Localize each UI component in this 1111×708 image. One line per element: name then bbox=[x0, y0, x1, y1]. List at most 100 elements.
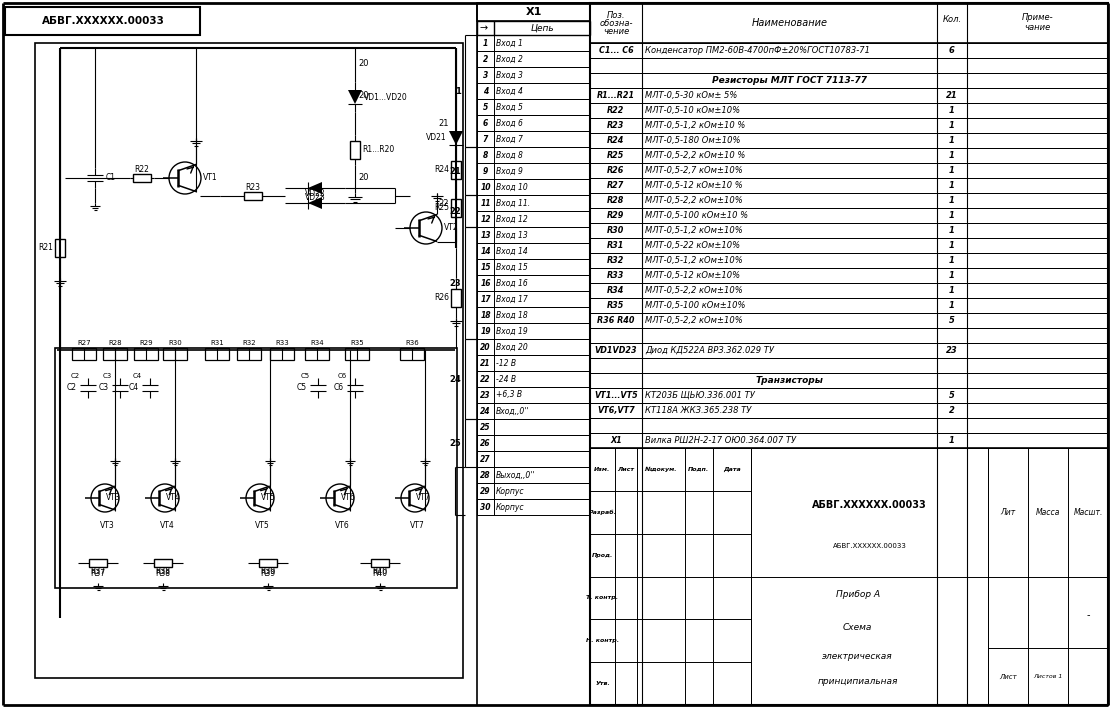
Text: 1: 1 bbox=[949, 166, 955, 175]
Bar bbox=[477, 467, 590, 483]
Bar bbox=[154, 559, 172, 567]
Text: R37: R37 bbox=[90, 569, 106, 578]
Text: Вход 13: Вход 13 bbox=[496, 231, 528, 239]
Text: МЛТ-0,5-12 кОм±10%: МЛТ-0,5-12 кОм±10% bbox=[645, 271, 740, 280]
Text: чание: чание bbox=[1024, 23, 1051, 31]
Text: 21: 21 bbox=[449, 166, 461, 176]
Text: Вход 6: Вход 6 bbox=[496, 118, 523, 127]
Text: чение: чение bbox=[603, 26, 629, 35]
Text: R24: R24 bbox=[608, 136, 624, 145]
Bar bbox=[477, 451, 590, 467]
Text: МЛТ-0,5-10 кОм±10%: МЛТ-0,5-10 кОм±10% bbox=[645, 106, 740, 115]
Text: R33: R33 bbox=[608, 271, 624, 280]
Text: 23: 23 bbox=[449, 278, 461, 287]
Text: Вилка РШ2Н-2-17 ОЮ0.364.007 ТУ: Вилка РШ2Н-2-17 ОЮ0.364.007 ТУ bbox=[645, 436, 797, 445]
Text: C6: C6 bbox=[338, 373, 347, 379]
Bar bbox=[590, 268, 1108, 283]
Text: R32: R32 bbox=[242, 340, 256, 346]
Text: Лист: Лист bbox=[999, 674, 1017, 680]
Bar bbox=[477, 227, 590, 243]
Text: R31: R31 bbox=[210, 340, 224, 346]
Text: R36 R40: R36 R40 bbox=[598, 316, 634, 325]
Bar bbox=[590, 118, 1108, 133]
Bar bbox=[346, 348, 369, 360]
Text: 2: 2 bbox=[483, 55, 488, 64]
Bar bbox=[477, 243, 590, 259]
Bar bbox=[477, 291, 590, 307]
Text: C6: C6 bbox=[334, 384, 344, 392]
Text: R26: R26 bbox=[434, 294, 449, 302]
Text: Прибор А: Прибор А bbox=[835, 590, 880, 599]
Polygon shape bbox=[308, 182, 322, 194]
Text: 20: 20 bbox=[358, 91, 369, 100]
Bar bbox=[590, 163, 1108, 178]
Bar bbox=[477, 3, 590, 21]
Text: 1: 1 bbox=[949, 211, 955, 220]
Text: Вход 17: Вход 17 bbox=[496, 295, 528, 304]
Bar bbox=[163, 348, 187, 360]
Text: R32: R32 bbox=[608, 256, 624, 265]
Bar bbox=[590, 88, 1108, 103]
Text: Вход 18: Вход 18 bbox=[496, 311, 528, 319]
Text: →: → bbox=[479, 23, 487, 33]
Text: R38: R38 bbox=[156, 566, 170, 576]
Bar bbox=[259, 559, 277, 567]
Bar bbox=[477, 147, 590, 163]
Bar bbox=[477, 355, 590, 371]
Text: VT3: VT3 bbox=[107, 493, 121, 503]
Text: 27: 27 bbox=[480, 455, 491, 464]
Text: Транзисторы: Транзисторы bbox=[755, 376, 823, 385]
Polygon shape bbox=[449, 131, 463, 145]
Text: 1: 1 bbox=[949, 436, 955, 445]
Text: 1: 1 bbox=[949, 136, 955, 145]
Bar bbox=[243, 191, 261, 200]
Text: R26: R26 bbox=[608, 166, 624, 175]
Bar bbox=[590, 223, 1108, 238]
Text: Вход 2: Вход 2 bbox=[496, 55, 523, 64]
Text: 12: 12 bbox=[480, 215, 491, 224]
Text: Масса: Масса bbox=[1035, 508, 1060, 517]
Text: Цепь: Цепь bbox=[530, 23, 553, 33]
Bar bbox=[477, 67, 590, 83]
Text: C2: C2 bbox=[67, 384, 77, 392]
Text: 1: 1 bbox=[456, 86, 461, 96]
Text: 22: 22 bbox=[480, 375, 491, 384]
Text: 1: 1 bbox=[949, 106, 955, 115]
Bar bbox=[590, 3, 1108, 43]
Text: C3: C3 bbox=[102, 373, 111, 379]
Text: Х1: Х1 bbox=[610, 436, 622, 445]
Text: Корпус: Корпус bbox=[496, 503, 524, 511]
Text: 1: 1 bbox=[949, 241, 955, 250]
Text: C1... C6: C1... C6 bbox=[599, 46, 633, 55]
Text: МЛТ-0,5-100 кОм±10 %: МЛТ-0,5-100 кОм±10 % bbox=[645, 211, 748, 220]
Text: 1: 1 bbox=[949, 226, 955, 235]
Bar bbox=[590, 73, 1108, 88]
Bar bbox=[590, 3, 1108, 705]
Bar bbox=[590, 403, 1108, 418]
Bar bbox=[400, 348, 424, 360]
Text: VD22: VD22 bbox=[304, 190, 326, 198]
Text: Вход 7: Вход 7 bbox=[496, 135, 523, 144]
Text: МЛТ-0,5-22 кОм±10%: МЛТ-0,5-22 кОм±10% bbox=[645, 241, 740, 250]
Text: R29: R29 bbox=[139, 340, 153, 346]
Text: -: - bbox=[1087, 610, 1090, 620]
Text: Вход 19: Вход 19 bbox=[496, 326, 528, 336]
Text: C3: C3 bbox=[99, 384, 109, 392]
Text: 24: 24 bbox=[480, 406, 491, 416]
Bar bbox=[270, 348, 294, 360]
Text: R36: R36 bbox=[406, 340, 419, 346]
Text: Конденсатор ПМ2-60В-4700пФ±20%ГОСТ10783-71: Конденсатор ПМ2-60В-4700пФ±20%ГОСТ10783-… bbox=[645, 46, 870, 55]
Text: +6,3 В: +6,3 В bbox=[496, 391, 522, 399]
Text: Листов 1: Листов 1 bbox=[1033, 674, 1063, 679]
Text: C1: C1 bbox=[106, 173, 116, 183]
Bar bbox=[350, 141, 360, 159]
Text: 23: 23 bbox=[480, 391, 491, 399]
Text: АБВГ.XXXXXX.00033: АБВГ.XXXXXX.00033 bbox=[832, 542, 907, 549]
Text: C4: C4 bbox=[132, 373, 141, 379]
Text: Вход 16: Вход 16 bbox=[496, 278, 528, 287]
Text: Резисторы МЛТ ГОСТ 7113-77: Резисторы МЛТ ГОСТ 7113-77 bbox=[712, 76, 867, 85]
Bar bbox=[477, 131, 590, 147]
Text: 1: 1 bbox=[483, 38, 488, 47]
Text: 25: 25 bbox=[449, 438, 461, 447]
Text: 5: 5 bbox=[483, 103, 488, 111]
